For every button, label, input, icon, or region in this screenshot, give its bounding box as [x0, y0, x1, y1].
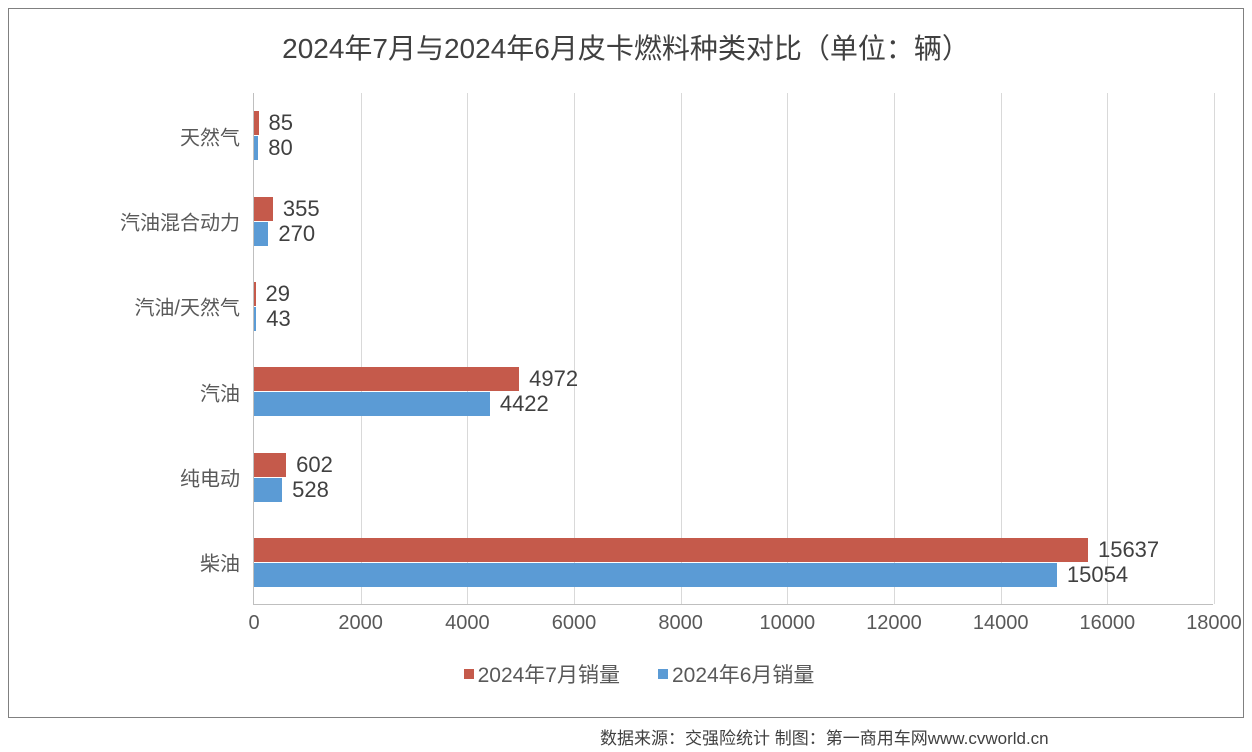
- data-label: 4422: [500, 391, 549, 417]
- legend-item: 2024年7月销量: [464, 659, 620, 689]
- bar: [254, 136, 258, 160]
- y-tick-label: 汽油混合动力: [120, 207, 254, 236]
- bar: [254, 478, 282, 502]
- data-label: 15054: [1067, 562, 1128, 588]
- legend: 2024年7月销量 2024年6月销量: [389, 659, 889, 689]
- x-tick-label: 2000: [338, 604, 383, 635]
- legend-label: 2024年7月销量: [478, 659, 620, 689]
- bar: [254, 392, 490, 416]
- x-tick-label: 6000: [552, 604, 597, 635]
- bar: [254, 538, 1088, 562]
- data-label: 270: [278, 221, 315, 247]
- bar: [254, 367, 519, 391]
- legend-swatch: [464, 669, 474, 679]
- bar: [254, 111, 259, 135]
- gridline: [1001, 93, 1002, 604]
- bar: [254, 222, 268, 246]
- bar: [254, 197, 273, 221]
- data-label: 80: [268, 135, 292, 161]
- x-tick-label: 8000: [658, 604, 703, 635]
- x-tick-label: 14000: [973, 604, 1029, 635]
- gridline: [787, 93, 788, 604]
- chart-frame: 2024年7月与2024年6月皮卡燃料种类对比（单位：辆） 0200040006…: [8, 8, 1244, 718]
- plot-area: 0200040006000800010000120001400016000180…: [253, 93, 1213, 605]
- data-label: 43: [266, 306, 290, 332]
- x-tick-label: 0: [248, 604, 259, 635]
- gridline: [361, 93, 362, 604]
- y-tick-label: 汽油: [200, 377, 254, 406]
- data-label: 15637: [1098, 537, 1159, 563]
- legend-label: 2024年6月销量: [672, 659, 814, 689]
- data-label: 4972: [529, 366, 578, 392]
- gridline: [467, 93, 468, 604]
- data-label: 528: [292, 477, 329, 503]
- x-tick-label: 16000: [1080, 604, 1136, 635]
- chart-title: 2024年7月与2024年6月皮卡燃料种类对比（单位：辆）: [9, 27, 1243, 67]
- gridline: [574, 93, 575, 604]
- data-label: 602: [296, 452, 333, 478]
- gridline: [894, 93, 895, 604]
- bar: [254, 307, 256, 331]
- legend-item: 2024年6月销量: [658, 659, 814, 689]
- x-tick-label: 18000: [1186, 604, 1242, 635]
- y-tick-label: 柴油: [200, 548, 254, 577]
- bar: [254, 282, 256, 306]
- gridline: [1214, 93, 1215, 604]
- legend-swatch: [658, 669, 668, 679]
- y-tick-label: 天然气: [180, 121, 254, 150]
- bar: [254, 453, 286, 477]
- x-tick-label: 10000: [760, 604, 816, 635]
- data-label: 85: [269, 110, 293, 136]
- x-tick-label: 12000: [866, 604, 922, 635]
- data-label: 29: [266, 281, 290, 307]
- footer-note: 数据来源：交强险统计 制图：第一商用车网www.cvworld.cn: [600, 724, 1049, 749]
- x-tick-label: 4000: [445, 604, 490, 635]
- gridline: [1107, 93, 1108, 604]
- data-label: 355: [283, 196, 320, 222]
- y-tick-label: 纯电动: [180, 463, 254, 492]
- gridline: [681, 93, 682, 604]
- bar: [254, 563, 1057, 587]
- y-tick-label: 汽油/天然气: [134, 292, 254, 321]
